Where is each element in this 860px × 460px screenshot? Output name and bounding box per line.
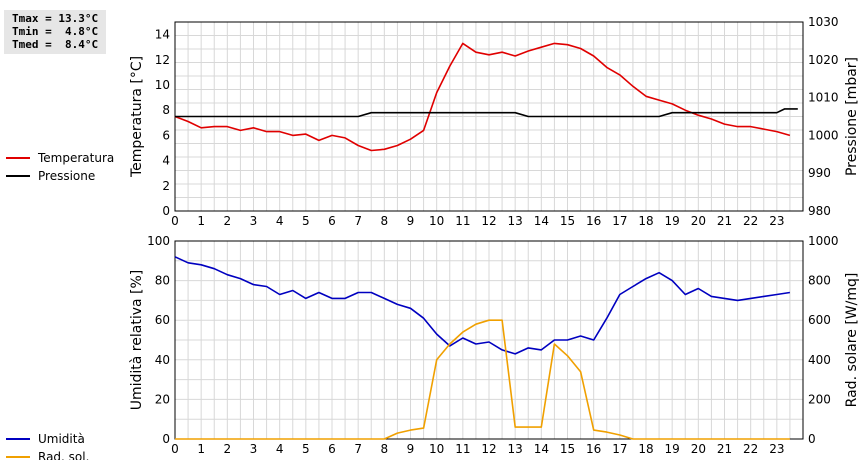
y2-tick-label: 0 [808,432,816,446]
x-tick-label: 15 [560,214,575,228]
x-tick-label: 8 [381,442,389,456]
series-line-2 [175,108,798,118]
x-tick-label: 18 [638,214,653,228]
series-line-1 [174,42,791,152]
x-tick-label: 17 [612,214,627,228]
x-tick-label: 15 [560,442,575,456]
y-tick-label: 12 [155,53,170,67]
y2-tick-label: 980 [808,204,831,218]
y-axis-label: Temperatura [°C] [129,56,145,178]
chart-1: 0 1 2 3 4 5 6 7 8 9 10 11 12 13 14 15 16 17 18 19 20 21 22 2302… [6,15,860,228]
y-tick-label: 60 [155,313,170,327]
stat-tmax: Tmax = 13.3°C [12,12,99,25]
x-tick-label: 1 [197,214,205,228]
y-tick-label: 6 [162,128,170,142]
y-tick-label: 40 [155,353,170,367]
y-tick-label: 0 [162,204,170,218]
x-tick-label: 19 [665,214,680,228]
x-tick-label: 21 [717,442,732,456]
x-tick-label: 5 [302,442,310,456]
x-tick-label: 22 [743,442,758,456]
x-tick-label: 16 [586,442,601,456]
y-tick-label: 100 [147,234,170,248]
x-tick-label: 20 [691,214,706,228]
x-tick-label: 14 [534,442,549,456]
x-tick-label: 22 [743,214,758,228]
x-tick-label: 4 [276,442,284,456]
y2-tick-label: 1020 [808,53,839,67]
y-tick-label: 20 [155,392,170,406]
plot-frame [174,240,804,440]
x-tick-label: 12 [481,442,496,456]
x-tick-label: 23 [769,214,784,228]
x-tick-label: 5 [302,214,310,228]
x-tick-label: 23 [769,442,784,456]
x-tick-label: 7 [354,442,362,456]
x-tick-label: 4 [276,214,284,228]
y-tick-label: 2 [162,179,170,193]
stats-box: Tmax = 13.3°C Tmin = 4.8°C Tmed = 8.4°C [4,10,106,54]
x-tick-label: 8 [381,214,389,228]
x-tick-label: 0 [171,442,179,456]
x-tick-label: 13 [508,442,523,456]
y2-tick-label: 1000 [808,128,839,142]
y-tick-label: 8 [162,103,170,117]
series-line-2 [175,319,790,440]
x-tick-label: 3 [250,442,258,456]
y-tick-label: 0 [162,432,170,446]
y2-tick-label: 600 [808,313,831,327]
chart-2: 0 1 2 3 4 5 6 7 8 9 10 11 12 13 14 15 16 17 18 19 20 21 22 2302… [6,234,860,460]
legend-label: Rad. sol. [38,450,89,460]
x-tick-label: 11 [455,442,470,456]
y2-tick-label: 200 [808,392,831,406]
x-tick-label: 10 [429,214,444,228]
x-tick-label: 20 [691,442,706,456]
x-tick-label: 0 [171,214,179,228]
x-tick-label: 6 [328,214,336,228]
x-tick-label: 9 [407,442,415,456]
stat-tmin: Tmin = 4.8°C [12,25,99,38]
x-tick-label: 10 [429,442,444,456]
y-axis-label: Umidità relativa [%] [129,270,145,411]
x-tick-label: 2 [224,442,232,456]
x-tick-label: 16 [586,214,601,228]
x-tick-label: 17 [612,442,627,456]
y2-tick-label: 1010 [808,91,839,105]
x-tick-label: 13 [508,214,523,228]
stat-tmed: Tmed = 8.4°C [12,38,99,51]
y2-axis-label: Rad. solare [W/mq] [844,273,860,408]
y2-tick-label: 1000 [808,234,839,248]
y2-tick-label: 990 [808,166,831,180]
y2-tick-label: 1030 [808,15,839,29]
y2-tick-label: 400 [808,353,831,367]
x-tick-label: 14 [534,214,549,228]
y2-axis-label: Pressione [mbar] [844,57,860,176]
x-tick-label: 9 [407,214,415,228]
x-tick-label: 18 [638,442,653,456]
x-tick-label: 7 [354,214,362,228]
x-tick-label: 6 [328,442,336,456]
y-tick-label: 4 [162,154,170,168]
legend-label: Pressione [38,169,95,183]
legend-label: Temperatura [37,151,114,165]
x-tick-label: 3 [250,214,258,228]
series-line-1 [174,256,791,355]
x-tick-label: 1 [197,442,205,456]
legend-label: Umidità [38,432,85,446]
y-tick-label: 80 [155,274,170,288]
x-tick-label: 12 [481,214,496,228]
y-tick-label: 14 [155,28,170,42]
y-tick-label: 10 [155,78,170,92]
x-tick-label: 21 [717,214,732,228]
x-tick-label: 19 [665,442,680,456]
x-tick-label: 2 [224,214,232,228]
x-tick-label: 11 [455,214,470,228]
y2-tick-label: 800 [808,274,831,288]
